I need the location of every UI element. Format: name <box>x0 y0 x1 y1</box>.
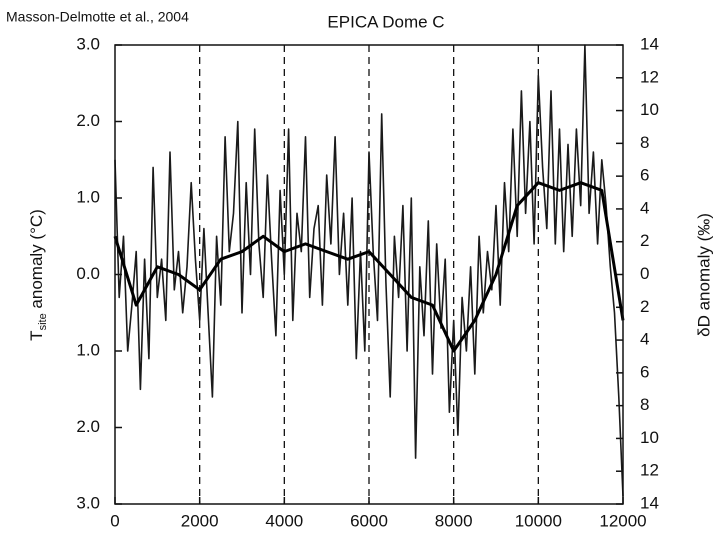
y-tick-label: 3.0 <box>76 493 100 512</box>
y-label-sub: site <box>37 313 49 330</box>
y-tick-label: 2.0 <box>76 417 100 436</box>
y-tick-label: 0.0 <box>76 264 100 283</box>
y2-tick-label: 8 <box>640 133 649 152</box>
y-label-rest: anomaly (°C) <box>27 209 46 313</box>
data-line <box>113 181 625 353</box>
y-axis-label: Tsite anomaly (°C) <box>27 209 48 341</box>
x-tick-label: 10000 <box>515 511 562 530</box>
y-label-main: T <box>27 330 46 340</box>
x-tick-label: 6000 <box>350 511 388 530</box>
x-tick-label: 12000 <box>599 511 646 530</box>
x-tick-label: 8000 <box>435 511 473 530</box>
y2-tick-label: 12 <box>640 67 659 86</box>
y2-axis-label: δD anomaly (‰) <box>694 213 713 337</box>
y2-tick-label: 8 <box>640 395 649 414</box>
y-tick-label: 2.0 <box>76 111 100 130</box>
y2-tick-label: 10 <box>640 428 659 447</box>
y2-tick-label: 2 <box>640 231 649 250</box>
data-line <box>114 44 624 497</box>
y2-tick-label: 12 <box>640 461 659 480</box>
y2-tick-label: 14 <box>640 493 659 512</box>
x-tick-label: 2000 <box>181 511 219 530</box>
y2-tick-label: 4 <box>640 330 649 349</box>
y-tick-label: 1.0 <box>76 187 100 206</box>
x-tick-label: 4000 <box>265 511 303 530</box>
annotation: Masson-Delmotte et al., 2004 <box>6 9 189 25</box>
y2-tick-label: 0 <box>640 264 649 283</box>
y2-tick-label: 6 <box>640 362 649 381</box>
y2-tick-label: 2 <box>640 297 649 316</box>
y2-tick-label: 4 <box>640 198 649 217</box>
x-tick-label: 0 <box>110 511 119 530</box>
y2-tick-label: 10 <box>640 100 659 119</box>
y-tick-label: 3.0 <box>76 34 100 53</box>
y2-tick-label: 6 <box>640 166 649 185</box>
chart-title: EPICA Dome C <box>327 12 444 31</box>
plot-frame <box>114 44 624 505</box>
y-tick-label: 1.0 <box>76 340 100 359</box>
y2-tick-label: 14 <box>640 34 659 53</box>
